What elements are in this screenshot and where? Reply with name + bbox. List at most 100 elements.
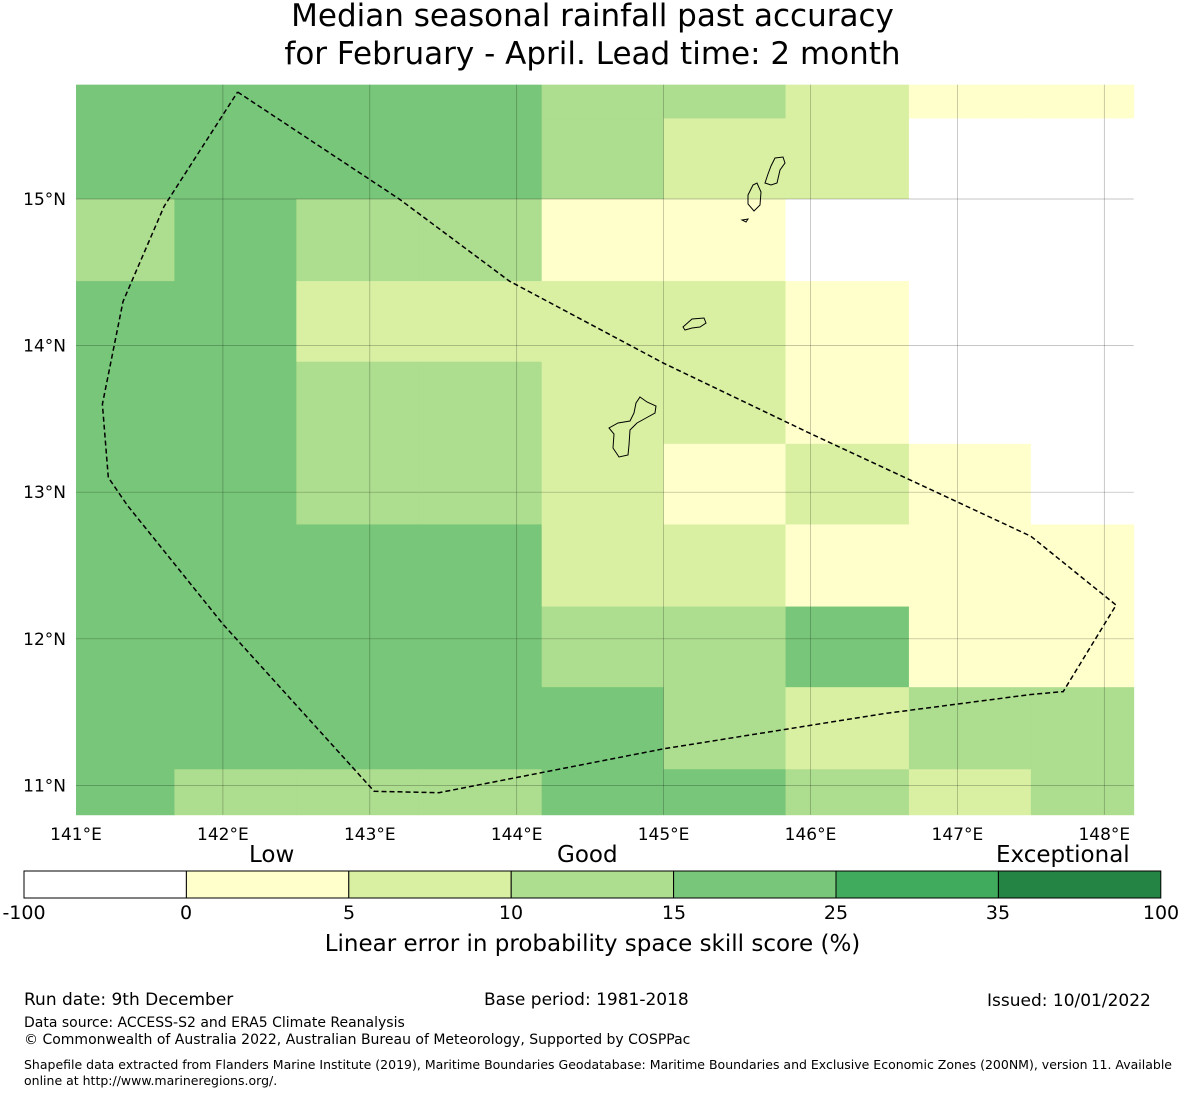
skill-cell <box>541 118 665 200</box>
skill-cell <box>174 118 297 200</box>
latitude-label: 15°N <box>23 190 66 210</box>
skill-cell <box>76 118 175 200</box>
skill-cell <box>174 281 297 363</box>
skill-cell <box>541 524 665 608</box>
skill-cell <box>541 84 665 119</box>
skill-cell <box>1030 118 1135 200</box>
colorbar-tick: 25 <box>823 902 849 924</box>
longitude-label: 147°E <box>932 825 984 845</box>
island-rota <box>682 317 707 331</box>
skill-cell <box>1030 769 1135 816</box>
skill-cell <box>1030 687 1135 770</box>
skill-cell <box>663 524 787 608</box>
skill-cell <box>174 199 297 282</box>
skill-cell <box>296 281 419 363</box>
skill-cell <box>296 199 419 282</box>
skill-cell <box>1030 443 1135 525</box>
latitude-label: 13°N <box>23 483 66 503</box>
skill-cell <box>785 606 910 688</box>
skill-cell <box>663 281 787 363</box>
colorbar-swatch <box>510 870 675 899</box>
colorbar-label-good: Good <box>557 842 618 868</box>
colorbar-tick: 15 <box>661 902 687 924</box>
skill-cell <box>174 524 297 608</box>
skill-cell <box>418 199 543 282</box>
colorbar-tick: -100 <box>2 902 46 924</box>
skill-cell <box>76 84 175 119</box>
skill-cell <box>1030 84 1135 119</box>
skill-cell <box>663 443 787 525</box>
skill-cell <box>418 118 543 200</box>
shapefile-note: Shapefile data extracted from Flanders M… <box>24 1057 1172 1088</box>
colorbar-title: Linear error in probability space skill … <box>324 931 861 957</box>
skill-cell <box>785 281 910 363</box>
map-title-line-1: Median seasonal rainfall past accuracy <box>291 0 894 34</box>
skill-cell <box>296 606 419 688</box>
skill-cell <box>296 443 419 525</box>
skill-cell <box>908 361 1032 445</box>
skill-cell <box>785 84 910 119</box>
skill-cell <box>76 199 175 282</box>
skill-cell <box>1030 606 1135 688</box>
map-title-line-2: for February - April. Lead time: 2 month <box>284 36 901 72</box>
colorbar-tick: 10 <box>498 902 524 924</box>
skill-cell <box>663 606 787 688</box>
skill-cell <box>418 606 543 688</box>
skill-cell <box>76 281 175 363</box>
colorbar-tick: 100 <box>1142 902 1180 924</box>
skill-cell <box>1030 524 1135 608</box>
skill-cell <box>174 443 297 525</box>
skill-cell <box>418 769 543 816</box>
longitude-label: 145°E <box>638 825 690 845</box>
longitude-label: 143°E <box>344 825 396 845</box>
issued-date: Issued: 10/01/2022 <box>987 991 1151 1011</box>
skill-cell <box>76 606 175 688</box>
skill-cell <box>663 687 787 770</box>
longitude-label: 142°E <box>197 825 249 845</box>
colorbar-label-low: Low <box>249 842 295 868</box>
skill-cell <box>785 118 910 200</box>
graticule <box>76 84 1134 815</box>
skill-cell <box>174 769 297 816</box>
skill-cell <box>541 443 665 525</box>
skill-cell <box>296 361 419 445</box>
longitude-label: 146°E <box>785 825 837 845</box>
skill-cell <box>418 361 543 445</box>
colorbar-swatch <box>997 870 1162 899</box>
skill-cell <box>541 769 665 816</box>
skill-cell <box>663 199 787 282</box>
skill-cell <box>541 687 665 770</box>
island-aguijan <box>740 218 750 223</box>
island-guam <box>608 396 657 458</box>
skill-cell <box>908 281 1032 363</box>
skill-cell <box>785 361 910 445</box>
colorbar-label-exceptional: Exceptional <box>996 842 1130 868</box>
longitude-label: 144°E <box>491 825 543 845</box>
skill-cell <box>418 443 543 525</box>
skill-cell <box>76 361 175 445</box>
skill-cell <box>541 281 665 363</box>
skill-cell <box>296 687 419 770</box>
skill-cell <box>174 606 297 688</box>
skill-cell <box>908 769 1032 816</box>
skill-cell <box>908 118 1032 200</box>
skill-cell <box>663 361 787 445</box>
skill-cell <box>418 281 543 363</box>
islands <box>608 156 786 458</box>
skill-cell <box>908 524 1032 608</box>
skill-grid <box>76 84 1135 816</box>
latitude-labels: 15°N 14°N 13°N 12°N 11°N <box>23 190 66 796</box>
skill-cell <box>908 199 1032 282</box>
longitude-labels: 141°E 142°E 143°E 144°E 145°E 146°E 147°E 148°E <box>50 825 1130 845</box>
colorbar-swatch <box>835 870 999 899</box>
longitude-label: 141°E <box>50 825 102 845</box>
skill-cell <box>541 606 665 688</box>
island-tinian <box>747 182 762 212</box>
skill-cell <box>1030 199 1135 282</box>
skill-cell <box>541 199 665 282</box>
skill-cell <box>296 524 419 608</box>
skill-cell <box>76 687 175 770</box>
base-period: Base period: 1981-2018 <box>484 990 689 1010</box>
skill-cell <box>418 687 543 770</box>
